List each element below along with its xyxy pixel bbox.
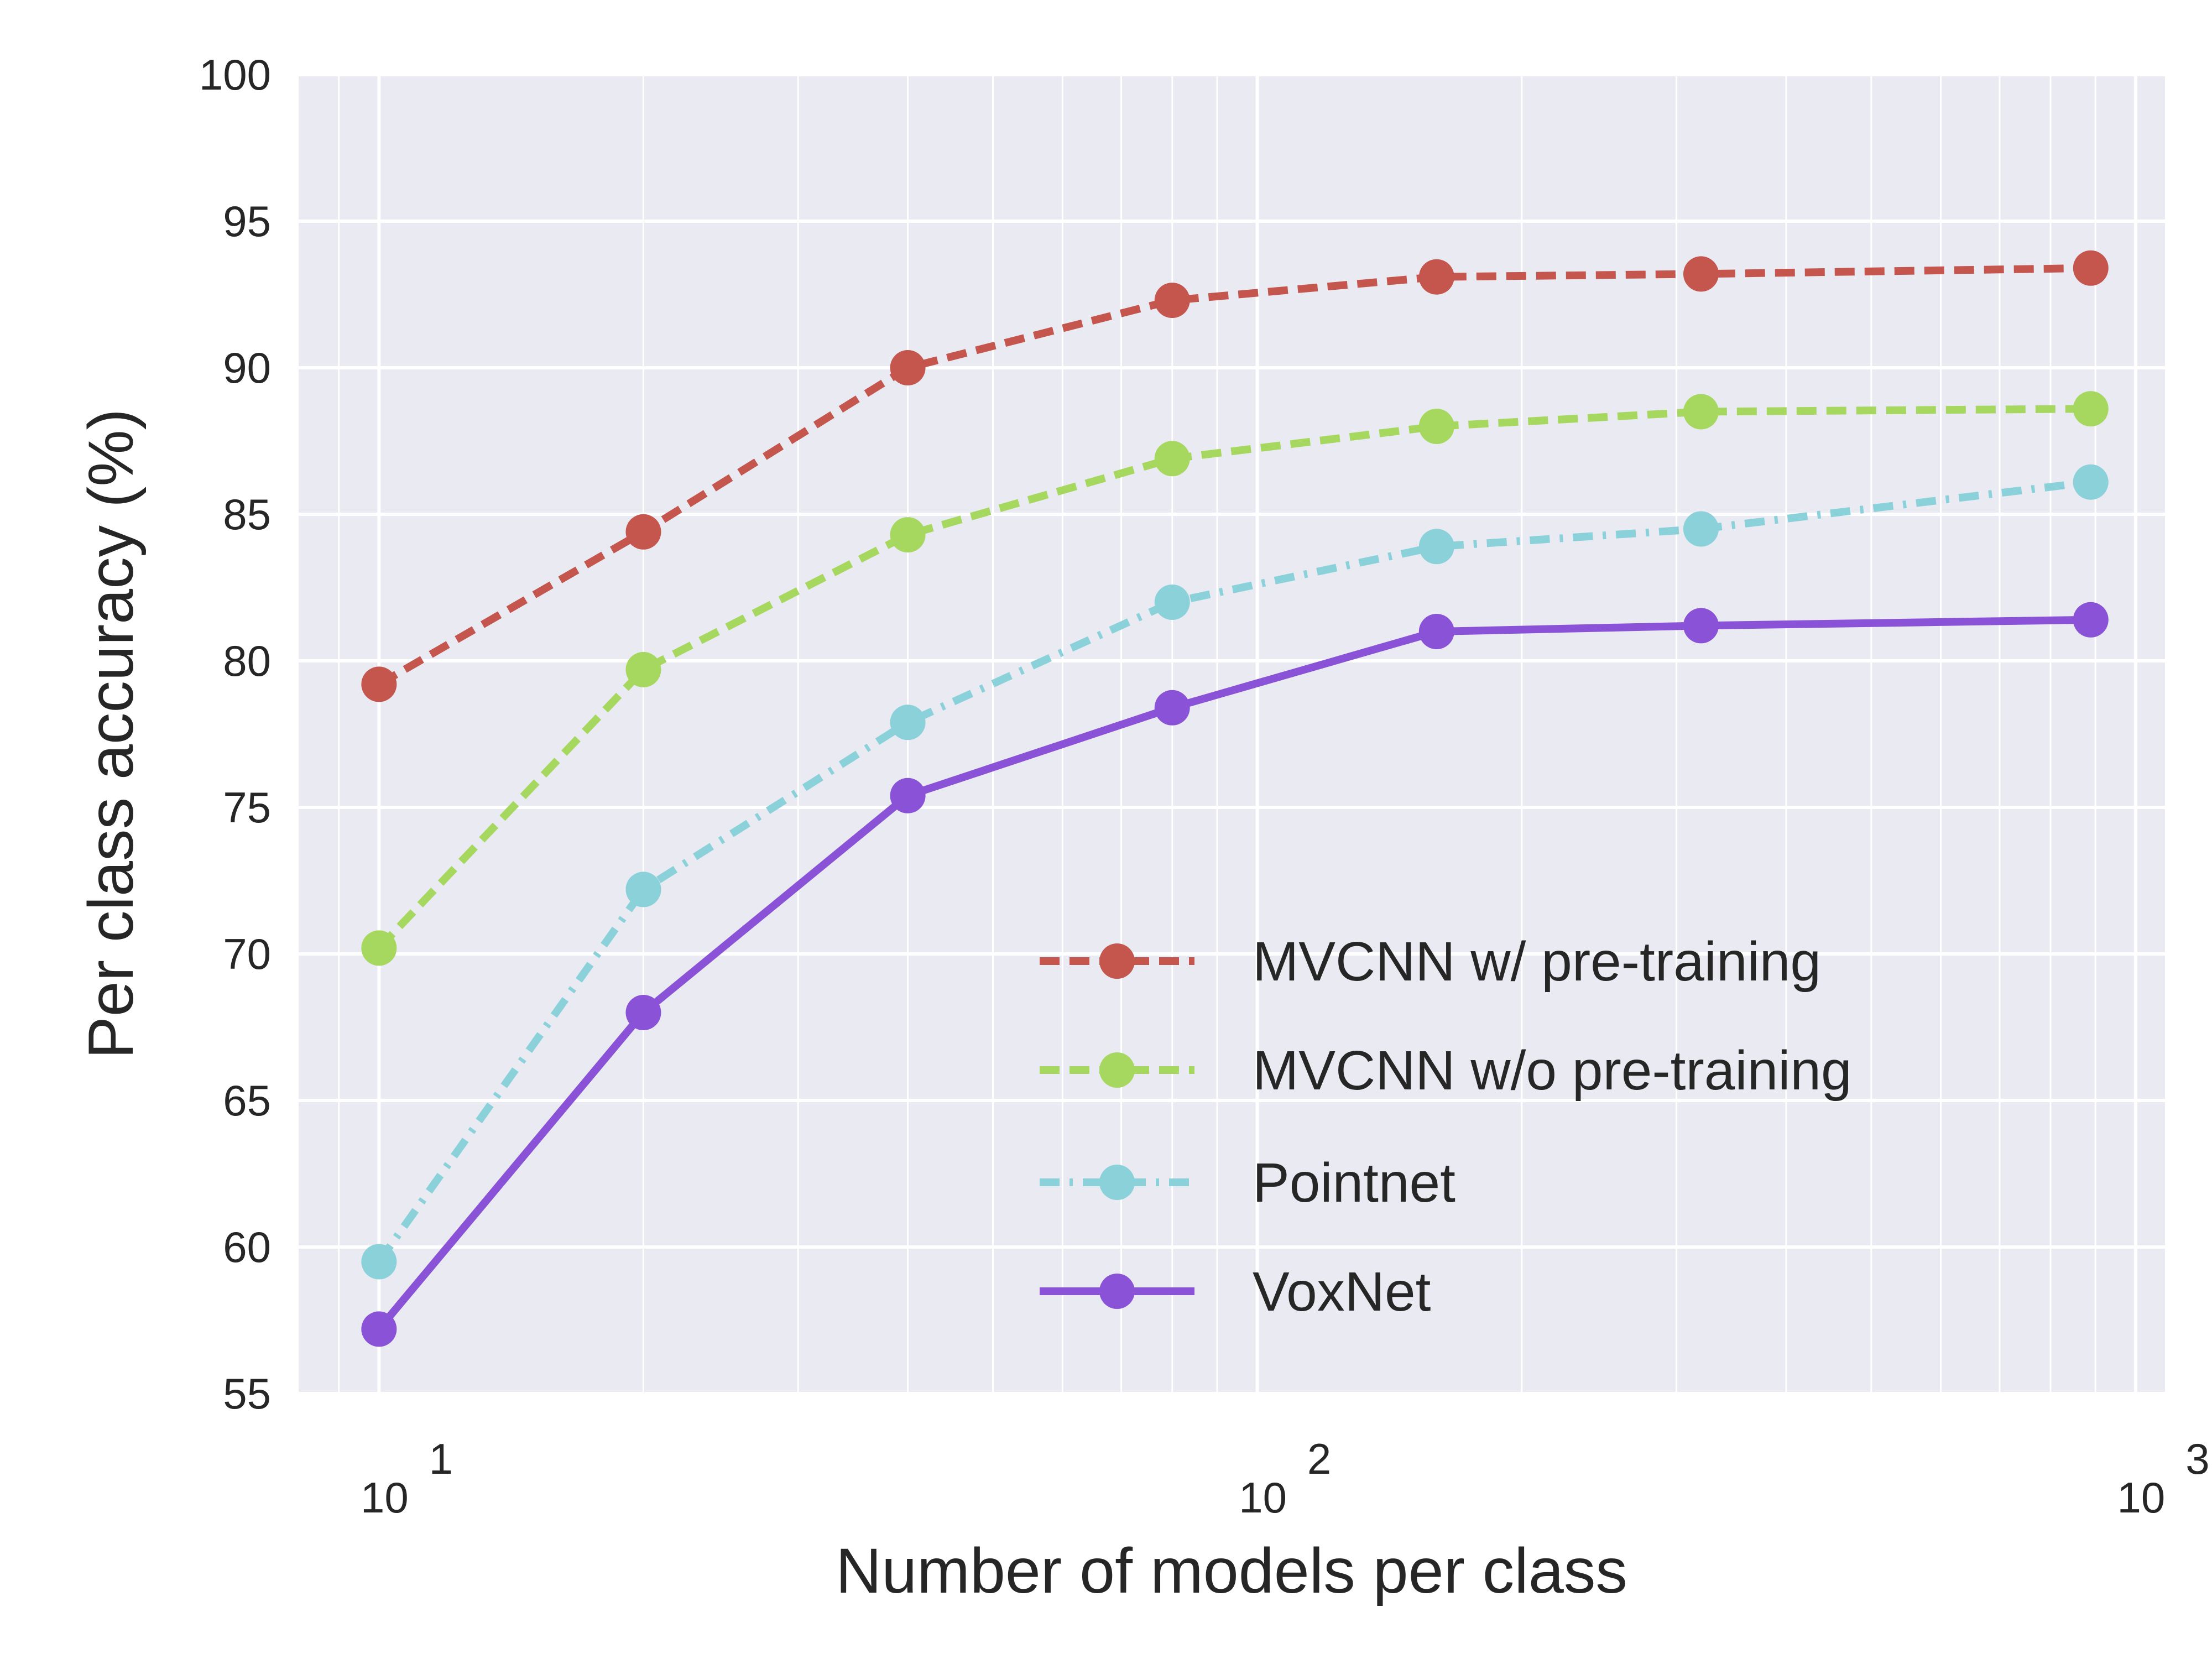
x-tick-label: 10 3: [2117, 1434, 2210, 1522]
x-tick-exponent: 1: [429, 1434, 453, 1483]
y-tick-label: 60: [223, 1223, 271, 1271]
data-point: [1418, 259, 1454, 295]
x-tick-label: 10 2: [1239, 1434, 1331, 1522]
data-point: [625, 651, 661, 687]
y-tick-label: 55: [223, 1369, 271, 1418]
data-point: [2073, 464, 2109, 500]
y-tick-label: 90: [223, 343, 271, 392]
data-point: [1154, 690, 1190, 726]
data-point: [890, 705, 926, 740]
data-point: [2073, 391, 2109, 427]
x-tick-exponent: 3: [2185, 1434, 2209, 1483]
data-point: [1418, 409, 1454, 444]
data-point: [361, 1311, 397, 1347]
data-point: [890, 350, 926, 385]
x-tick-labels: 10 1 10 2 10 3: [361, 1434, 2210, 1522]
y-tick-label: 85: [223, 490, 271, 539]
plot-area: [299, 75, 2165, 1394]
legend-marker: [1099, 1052, 1135, 1088]
y-axis-title: Per class accuracy (%): [76, 409, 147, 1059]
data-point: [361, 666, 397, 702]
data-point: [625, 872, 661, 907]
y-tick-labels: 55 60 65 70 75 80 85 90 95 100: [199, 50, 271, 1418]
data-point: [2073, 602, 2109, 638]
legend-marker: [1099, 943, 1135, 979]
data-point: [1683, 608, 1719, 644]
series-pointnet: [361, 464, 2109, 1280]
y-tick-label: 75: [223, 783, 271, 832]
legend-marker: [1099, 1274, 1135, 1309]
x-tick-label: 10 1: [361, 1434, 453, 1522]
y-tick-label: 80: [223, 637, 271, 685]
data-point: [1683, 394, 1719, 430]
legend-item: VoxNet: [1040, 1261, 1431, 1323]
legend-label: VoxNet: [1253, 1261, 1431, 1323]
x-tick-base: 10: [2117, 1473, 2166, 1522]
legend-item: MVCNN w/o pre-training: [1040, 1040, 1852, 1102]
series-mvcnn-w-o-pre-training: [361, 391, 2109, 966]
series-mvcnn-w-pre-training: [361, 250, 2109, 702]
y-tick-label: 95: [223, 197, 271, 246]
data-point: [2073, 250, 2109, 286]
x-tick-base: 10: [1239, 1473, 1287, 1522]
data-point: [1154, 441, 1190, 477]
y-tick-label: 100: [199, 50, 271, 99]
x-tick-exponent: 2: [1307, 1434, 1331, 1483]
data-point: [625, 995, 661, 1030]
data-point: [625, 514, 661, 550]
y-tick-label: 65: [223, 1076, 271, 1125]
legend-label: MVCNN w/o pre-training: [1253, 1040, 1852, 1102]
y-tick-label: 70: [223, 930, 271, 978]
data-point: [1154, 585, 1190, 620]
data-point: [890, 517, 926, 553]
legend: MVCNN w/ pre-training MVCNN w/o pre-train…: [1040, 931, 1852, 1323]
data-point: [1683, 256, 1719, 292]
x-tick-base: 10: [361, 1473, 409, 1522]
legend-label: Pointnet: [1253, 1152, 1455, 1214]
data-point: [1418, 614, 1454, 649]
legend-item: Pointnet: [1040, 1152, 1455, 1214]
legend-item: MVCNN w/ pre-training: [1040, 931, 1821, 993]
data-point: [361, 930, 397, 966]
data-point: [1683, 511, 1719, 547]
series-voxnet: [361, 602, 2109, 1347]
grid-lines: [299, 73, 2165, 1395]
data-point: [1154, 283, 1190, 319]
legend-label: MVCNN w/ pre-training: [1253, 931, 1821, 993]
x-axis-title: Number of models per class: [836, 1536, 1627, 1606]
data-point: [361, 1244, 397, 1280]
legend-marker: [1099, 1165, 1135, 1200]
data-point: [890, 778, 926, 813]
data-point: [1418, 529, 1454, 565]
series-layer: [361, 250, 2109, 1347]
